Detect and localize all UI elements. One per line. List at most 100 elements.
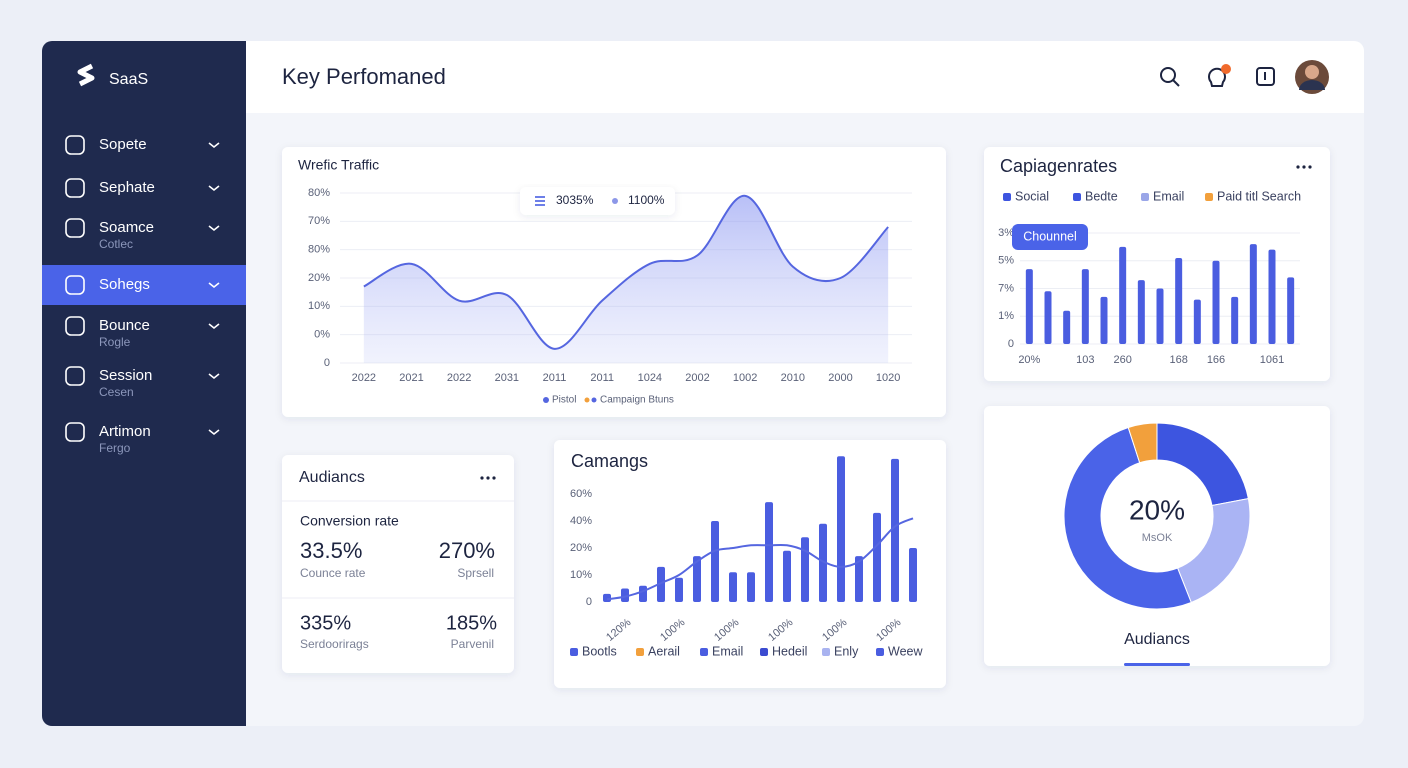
legend-swatch <box>822 648 830 656</box>
bar <box>1100 296 1108 344</box>
chevron <box>208 142 220 149</box>
bar <box>1156 288 1164 344</box>
more-menu[interactable] <box>480 476 496 480</box>
y-tick-label: 1% <box>998 310 1014 322</box>
legend-swatch <box>1141 193 1149 201</box>
area-line <box>363 194 889 350</box>
nav-icon[interactable] <box>65 135 85 155</box>
y-tick-label: 0 <box>1008 338 1014 350</box>
logo <box>77 63 95 87</box>
bar <box>729 572 737 602</box>
chevron <box>208 373 220 380</box>
y-tick-label: 0 <box>324 357 330 369</box>
sidebar <box>42 41 246 726</box>
donut-sub: MsOK <box>1142 532 1173 544</box>
tooltip-value: 1100% <box>628 193 665 207</box>
x-tick-label: 2022 <box>447 372 471 384</box>
badge <box>1221 64 1231 74</box>
stat-label: Parvenil <box>451 637 494 651</box>
bar <box>711 521 719 602</box>
legend-label: Enly <box>834 644 859 658</box>
bell-icon[interactable] <box>1208 67 1226 87</box>
legend-swatch <box>760 648 768 656</box>
y-tick-label: 5% <box>998 255 1014 267</box>
x-tick-label: 2000 <box>828 372 852 384</box>
card-title: Audiancs <box>299 469 365 486</box>
y-tick-label: 7% <box>998 282 1014 294</box>
legend-swatch <box>570 648 578 656</box>
legend-label: Social <box>1015 189 1049 203</box>
bar <box>909 548 917 602</box>
chat-icon[interactable] <box>1256 67 1275 86</box>
stat-value: 335% <box>300 612 351 634</box>
chevron <box>208 225 220 232</box>
nav-label[interactable]: Soamce <box>99 219 154 236</box>
tooltip-value: 3035% <box>556 193 594 207</box>
legend-label: Email <box>1153 189 1184 203</box>
nav-label[interactable]: Session <box>99 367 152 384</box>
x-tick-label: 2002 <box>685 372 709 384</box>
bar <box>891 458 899 602</box>
audiences-card: Audiancs Conversion rate 33.5% Counce ra… <box>282 455 514 673</box>
nav-label[interactable]: Sephate <box>99 179 155 196</box>
legend-swatch <box>1205 193 1213 201</box>
nav-sublabel: Cotlec <box>99 237 133 251</box>
legend-swatch <box>700 648 708 656</box>
y-tick-label: 70% <box>308 215 330 227</box>
tooltip-label: Chounnel <box>1023 229 1077 243</box>
legend-label: Paid titl Search <box>1217 189 1301 203</box>
bar <box>1025 269 1033 344</box>
y-tick-label: 20% <box>308 272 330 284</box>
y-tick-label: 10% <box>570 569 592 581</box>
chart-title: Wrefic Traffic <box>298 157 379 173</box>
bar <box>1175 257 1183 344</box>
nav-icon[interactable] <box>65 366 85 386</box>
bar <box>747 572 755 602</box>
x-tick-label: 2011 <box>543 372 567 384</box>
nav-label[interactable]: Bounce <box>99 317 150 334</box>
x-tick-label: 168 <box>1169 354 1187 366</box>
bar <box>1268 249 1276 344</box>
y-tick-label: 80% <box>308 244 330 256</box>
legend-label: Hedeil <box>772 644 807 658</box>
nav-icon[interactable] <box>65 178 85 198</box>
nav-sublabel: Rogle <box>99 335 131 349</box>
avatar-face <box>1305 65 1319 79</box>
nav-label[interactable]: Sopete <box>99 136 147 153</box>
tooltip <box>1012 224 1088 250</box>
nav-icon[interactable] <box>65 422 85 442</box>
y-tick-label: 40% <box>570 515 592 527</box>
nav-icon[interactable] <box>65 316 85 336</box>
nav-icon[interactable] <box>65 275 85 295</box>
nav-label[interactable]: Sohegs <box>99 276 150 293</box>
y-tick-label: 0 <box>586 596 592 608</box>
bar <box>1063 310 1071 344</box>
chevron <box>208 185 220 192</box>
stat-value: 270% <box>439 538 495 563</box>
x-tick-label: 2011 <box>590 372 614 384</box>
tooltip-icon <box>535 196 545 206</box>
x-tick-label: 2021 <box>399 372 423 384</box>
x-tick-label: 20% <box>1018 354 1040 366</box>
bar <box>855 556 863 602</box>
search-icon[interactable] <box>1160 67 1176 83</box>
bar <box>1119 246 1127 344</box>
x-tick-label: 2022 <box>352 372 376 384</box>
stat-label: Serdoorirags <box>300 637 369 651</box>
x-tick-label: 166 <box>1207 354 1225 366</box>
more-menu <box>1302 165 1306 169</box>
nav-sublabel: Fergo <box>99 441 131 455</box>
chevron <box>208 323 220 330</box>
legend-label: Weew <box>888 644 923 658</box>
nav-label[interactable]: Artimon <box>99 423 151 440</box>
bar <box>801 537 809 602</box>
x-tick-label: 1061 <box>1260 354 1284 366</box>
legend-label: Aerail <box>648 644 680 658</box>
chevron <box>208 282 220 289</box>
stat-value: 185% <box>446 612 497 634</box>
legend-label: Email <box>712 644 743 658</box>
nav-icon[interactable] <box>65 218 85 238</box>
y-tick-label: 60% <box>570 488 592 500</box>
